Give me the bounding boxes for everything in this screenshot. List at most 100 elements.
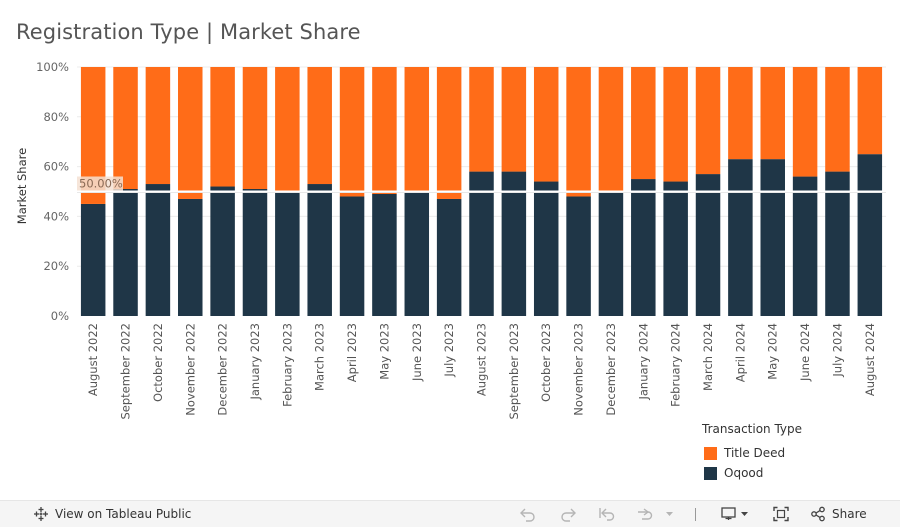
chart-title: Registration Type | Market Share <box>16 20 361 44</box>
y-tick-label: 60% <box>43 160 69 174</box>
bar-title-deed[interactable] <box>792 67 818 177</box>
tableau-logo-icon <box>34 507 48 521</box>
bar-oqood[interactable] <box>210 186 235 316</box>
bar-title-deed[interactable] <box>339 67 365 197</box>
y-axis: 0% 20% 40% 60% 80% 100% <box>36 60 69 323</box>
x-tick-label: January 2023 <box>248 323 262 401</box>
bar-oqood[interactable] <box>275 191 300 317</box>
x-tick-label: November 2023 <box>572 323 586 416</box>
bar-title-deed[interactable] <box>372 67 397 194</box>
x-tick-label: March 2024 <box>701 323 715 391</box>
undo-button[interactable] <box>518 505 538 523</box>
bar-title-deed[interactable] <box>760 67 785 160</box>
bar-oqood[interactable] <box>631 179 656 316</box>
bar-title-deed[interactable] <box>598 67 624 192</box>
legend-item-oqood[interactable]: Oqood <box>702 463 802 483</box>
x-tick-label: December 2022 <box>216 323 230 416</box>
bar-oqood[interactable] <box>598 191 624 317</box>
bar-oqood[interactable] <box>825 171 850 316</box>
bar-title-deed[interactable] <box>631 67 656 180</box>
bar-oqood[interactable] <box>857 154 883 316</box>
y-tick-label: 40% <box>43 209 69 223</box>
reference-line-group: 50.00% <box>77 176 886 193</box>
bar-title-deed[interactable] <box>178 67 203 199</box>
x-tick-label: November 2022 <box>183 323 197 416</box>
undo-icon <box>520 508 535 522</box>
bar-title-deed[interactable] <box>501 67 527 172</box>
refresh-button[interactable] <box>634 505 678 523</box>
bar-title-deed[interactable] <box>695 67 721 175</box>
bar-title-deed[interactable] <box>663 67 688 182</box>
x-tick-label: February 2023 <box>280 323 294 407</box>
legend-title: Transaction Type <box>702 422 803 436</box>
x-tick-label: February 2024 <box>669 323 683 407</box>
bar-oqood[interactable] <box>728 159 753 316</box>
bar-title-deed[interactable] <box>436 67 462 199</box>
redo-button[interactable] <box>558 505 578 523</box>
y-tick-label: 20% <box>43 259 69 273</box>
view-on-tableau-label: View on Tableau Public <box>55 507 192 521</box>
x-tick-label: May 2023 <box>377 323 391 380</box>
fullscreen-button[interactable] <box>771 505 791 523</box>
bar-oqood[interactable] <box>242 189 268 316</box>
legend-item-title-deed[interactable]: Title Deed <box>702 443 802 463</box>
redo-icon <box>561 508 576 522</box>
legend-swatch <box>704 446 717 460</box>
bar-title-deed[interactable] <box>307 67 332 185</box>
download-button[interactable] <box>720 505 752 523</box>
share-label: Share <box>832 507 867 521</box>
x-tick-label: April 2023 <box>345 323 359 382</box>
bar-oqood[interactable] <box>663 181 688 316</box>
bar-title-deed[interactable] <box>145 67 171 185</box>
view-on-tableau-button[interactable]: View on Tableau Public <box>33 506 191 522</box>
download-icon <box>721 507 748 520</box>
bar-title-deed[interactable] <box>533 67 559 182</box>
bar-oqood[interactable] <box>469 171 494 316</box>
bar-oqood[interactable] <box>501 171 527 316</box>
x-tick-label: October 2023 <box>539 323 553 402</box>
x-tick-label: September 2023 <box>507 323 521 420</box>
x-tick-label: April 2024 <box>733 323 747 382</box>
y-tick-label: 80% <box>43 110 69 124</box>
share-icon <box>811 506 825 522</box>
bar-title-deed[interactable] <box>857 67 883 155</box>
bar-oqood[interactable] <box>80 203 106 316</box>
reference-line-label: 50.00% <box>79 177 123 191</box>
x-tick-label: August 2023 <box>475 323 489 396</box>
legend-swatch <box>704 466 717 480</box>
bar-oqood[interactable] <box>339 196 365 316</box>
bar-oqood[interactable] <box>404 191 430 317</box>
y-axis-label: Market Share <box>15 148 29 224</box>
bar-title-deed[interactable] <box>210 67 235 187</box>
bar-oqood[interactable] <box>566 196 591 316</box>
bar-oqood[interactable] <box>307 184 332 316</box>
bar-title-deed[interactable] <box>728 67 753 160</box>
bar-title-deed[interactable] <box>404 67 430 192</box>
bar-oqood[interactable] <box>533 181 559 316</box>
bar-title-deed[interactable] <box>275 67 300 192</box>
bar-oqood[interactable] <box>372 193 397 316</box>
bar-oqood[interactable] <box>760 159 785 316</box>
x-axis: August 2022 September 2022 October 2022 Nov… <box>86 323 877 420</box>
x-tick-label: May 2024 <box>766 323 780 380</box>
bar-oqood[interactable] <box>436 198 462 316</box>
bar-title-deed[interactable] <box>469 67 494 172</box>
bar-title-deed[interactable] <box>825 67 850 172</box>
bar-title-deed[interactable] <box>566 67 591 197</box>
bar-oqood[interactable] <box>113 189 138 316</box>
bar-oqood[interactable] <box>178 198 203 316</box>
bar-title-deed[interactable] <box>242 67 268 190</box>
x-tick-label: June 2024 <box>798 323 812 382</box>
x-tick-label: March 2023 <box>313 323 327 391</box>
x-tick-label: September 2022 <box>119 323 133 420</box>
revert-button[interactable] <box>597 505 617 523</box>
legend-label: Oqood <box>724 466 764 480</box>
x-tick-label: August 2022 <box>86 323 100 396</box>
bar-title-deed[interactable] <box>113 67 138 190</box>
x-tick-label: October 2022 <box>151 323 165 402</box>
bar-oqood[interactable] <box>695 174 721 316</box>
legend-items: Title Deed Oqood <box>702 443 802 483</box>
share-button[interactable]: Share <box>810 506 867 522</box>
bar-oqood[interactable] <box>145 184 171 316</box>
bar-oqood[interactable] <box>792 176 818 316</box>
